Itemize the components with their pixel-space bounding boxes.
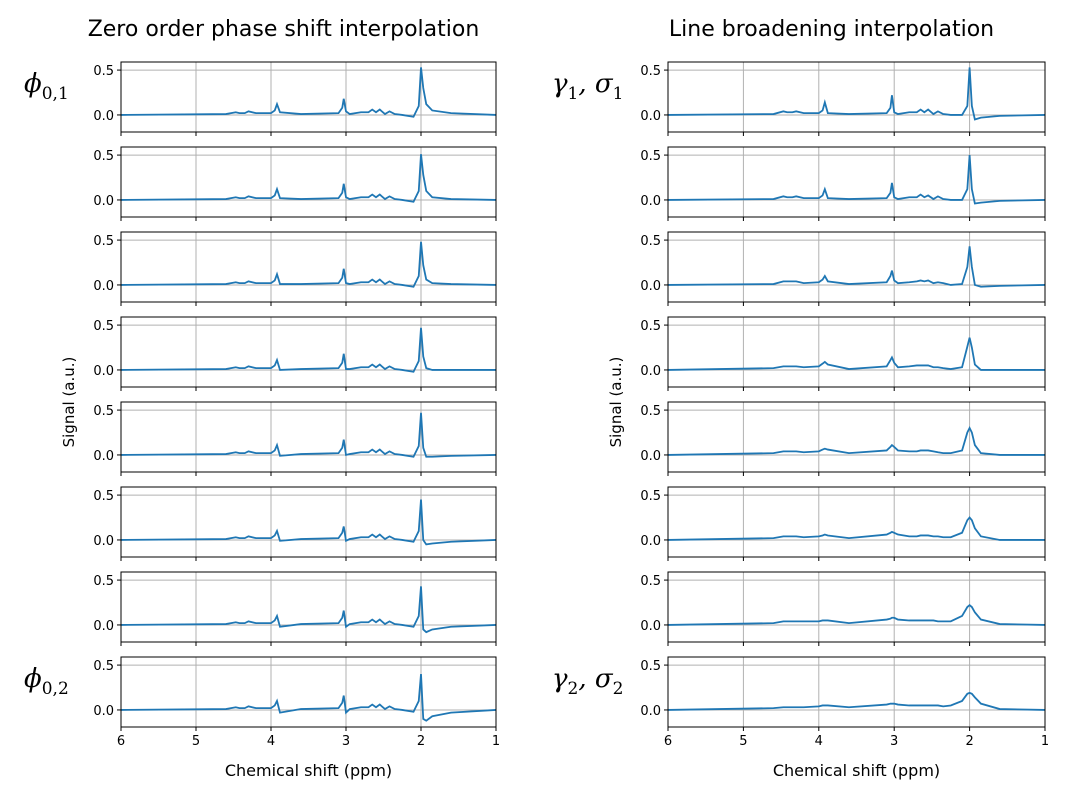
spectrum-line	[120, 154, 497, 203]
y-tick-label: 0.0	[93, 534, 114, 549]
row-label-symbol: γ	[552, 69, 568, 99]
y-tick-label: 0.5	[640, 319, 661, 334]
x-tick-label: 1	[1041, 734, 1049, 749]
spectrum-line	[667, 155, 1046, 205]
y-tick-label: 0.5	[93, 574, 114, 589]
row-label-subscript: 2	[613, 679, 624, 699]
spectrum-line	[667, 691, 1046, 711]
y-tick-label: 0.0	[93, 364, 114, 379]
x-tick-label: 1	[492, 734, 500, 749]
y-tick-label: 0.5	[93, 319, 114, 334]
y-tick-label: 0.0	[640, 449, 661, 464]
y-tick-label: 0.0	[640, 279, 661, 294]
spectrum-line	[120, 673, 497, 722]
axes-frame	[120, 401, 497, 473]
y-tick-label: 0.5	[93, 489, 114, 504]
row-label: ϕ0,1	[24, 69, 69, 104]
x-tick-label: 5	[192, 734, 200, 749]
axes-frame	[667, 571, 1046, 643]
x-tick-label: 4	[267, 734, 275, 749]
y-tick-label: 0.0	[93, 109, 114, 124]
spectrum-line	[120, 586, 497, 634]
y-tick-label: 0.5	[93, 234, 114, 249]
column-title: Zero order phase shift interpolation	[88, 17, 480, 42]
spectrum-line	[120, 327, 496, 373]
x-tick-label: 6	[664, 734, 672, 749]
y-tick-label: 0.5	[93, 404, 114, 419]
axes-frame	[120, 656, 497, 728]
axes-frame	[120, 231, 497, 303]
y-tick-label: 0.0	[93, 194, 114, 209]
spectrum-line	[120, 67, 497, 118]
row-label-subscript: 0,2	[42, 679, 69, 699]
y-axis-label: Signal (a.u.)	[60, 357, 78, 448]
x-tick-label: 2	[965, 734, 973, 749]
y-axis-label: Signal (a.u.)	[607, 357, 625, 448]
y-tick-label: 0.5	[640, 149, 661, 164]
row-label-symbol: , σ	[578, 664, 614, 694]
spectrum-line	[120, 412, 497, 458]
y-tick-label: 0.5	[640, 574, 661, 589]
axes-frame	[667, 401, 1046, 473]
axes-frame	[120, 486, 497, 558]
row-label: γ1, σ1	[552, 69, 623, 104]
row-label-symbol: ϕ	[24, 69, 42, 99]
y-tick-label: 0.0	[640, 534, 661, 549]
x-tick-label: 3	[890, 734, 898, 749]
row-label: ϕ0,2	[24, 664, 69, 699]
y-tick-label: 0.0	[93, 279, 114, 294]
y-tick-label: 0.0	[640, 194, 661, 209]
row-label-symbol: , σ	[578, 69, 614, 99]
column-title: Line broadening interpolation	[669, 17, 994, 42]
spectrum-line	[667, 337, 1045, 371]
axes-frame	[120, 316, 497, 388]
axes-frame	[120, 571, 497, 643]
spectrum-line	[667, 516, 1045, 541]
y-tick-label: 0.5	[93, 149, 114, 164]
y-tick-label: 0.5	[640, 489, 661, 504]
y-tick-label: 0.5	[640, 64, 661, 79]
row-label-subscript: 1	[613, 84, 624, 104]
x-axis-label: Chemical shift (ppm)	[773, 761, 940, 780]
y-tick-label: 0.0	[640, 704, 661, 719]
axes-frame	[667, 231, 1046, 303]
y-tick-label: 0.0	[93, 704, 114, 719]
row-label-subscript: 0,1	[42, 84, 69, 104]
x-axis-label: Chemical shift (ppm)	[225, 761, 392, 780]
axes-frame	[667, 61, 1046, 133]
x-tick-label: 2	[417, 734, 425, 749]
y-tick-label: 0.5	[640, 659, 661, 674]
spectrum-line	[667, 246, 1046, 288]
x-tick-label: 5	[739, 734, 747, 749]
row-label-subscript: 1	[568, 84, 579, 104]
spectrum-line	[667, 67, 1046, 121]
y-tick-label: 0.5	[93, 64, 114, 79]
row-label-symbol: ϕ	[24, 664, 42, 694]
y-tick-label: 0.5	[640, 234, 661, 249]
y-tick-label: 0.5	[93, 659, 114, 674]
spectrum-line	[120, 241, 497, 288]
x-tick-label: 3	[342, 734, 350, 749]
axes-frame	[667, 656, 1046, 728]
axes-frame	[667, 146, 1046, 218]
spectrum-line	[667, 426, 1045, 456]
y-tick-label: 0.5	[640, 404, 661, 419]
y-tick-label: 0.0	[640, 364, 661, 379]
y-tick-label: 0.0	[93, 449, 114, 464]
y-tick-label: 0.0	[640, 619, 661, 634]
axes-frame	[667, 486, 1046, 558]
spectrum-line	[120, 499, 497, 546]
row-label-subscript: 2	[568, 679, 579, 699]
y-tick-label: 0.0	[640, 109, 661, 124]
spectrum-line	[667, 604, 1046, 626]
x-tick-label: 6	[117, 734, 125, 749]
row-label-symbol: γ	[552, 664, 568, 694]
axes-frame	[120, 146, 497, 218]
axes-frame	[120, 61, 497, 133]
y-tick-label: 0.0	[93, 619, 114, 634]
x-tick-label: 4	[815, 734, 823, 749]
row-label: γ2, σ2	[552, 664, 623, 699]
axes-frame	[667, 316, 1046, 388]
